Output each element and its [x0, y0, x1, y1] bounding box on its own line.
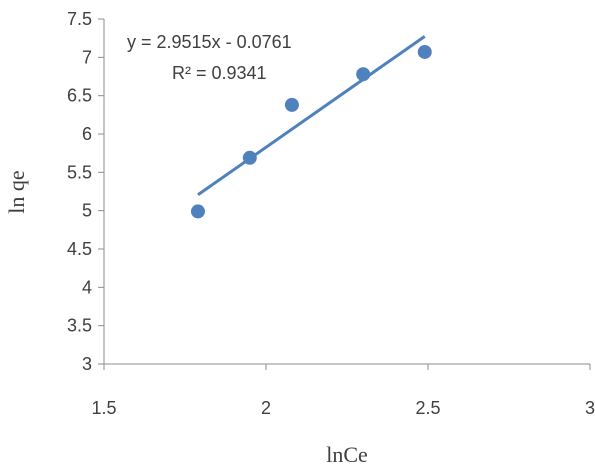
trendline-equation: y = 2.9515x - 0.0761: [127, 32, 292, 52]
y-tick-label: 4: [82, 277, 92, 297]
x-tick-label: 1.5: [91, 398, 116, 418]
y-axis-ticks: 3 3.5 4 4.5 5 5.5 6 6.5 7 7.5: [67, 9, 104, 374]
y-tick-label: 5: [82, 201, 92, 221]
data-points: [190, 44, 432, 219]
x-tick-label: 2: [261, 398, 271, 418]
y-tick-label: 7.5: [67, 9, 92, 29]
trendline: [197, 35, 426, 197]
x-axis-ticks: 1.5 2 2.5 3: [91, 364, 595, 418]
data-point: [284, 97, 299, 112]
y-tick-label: 4.5: [67, 239, 92, 259]
y-tick-label: 6.5: [67, 86, 92, 106]
y-tick-label: 5.5: [67, 162, 92, 182]
data-point: [190, 204, 205, 219]
r-squared-label: R² = 0.9341: [172, 63, 267, 83]
data-point: [242, 150, 257, 165]
data-point: [356, 67, 371, 82]
y-tick-label: 3: [82, 354, 92, 374]
y-tick-label: 3.5: [67, 316, 92, 336]
data-point: [417, 44, 432, 59]
y-tick-label: 6: [82, 124, 92, 144]
x-axis-title: lnCe: [326, 442, 368, 467]
y-axis-title: ln qe: [4, 170, 29, 213]
x-tick-label: 2.5: [415, 398, 440, 418]
y-tick-label: 7: [82, 47, 92, 67]
x-tick-label: 3: [585, 398, 595, 418]
